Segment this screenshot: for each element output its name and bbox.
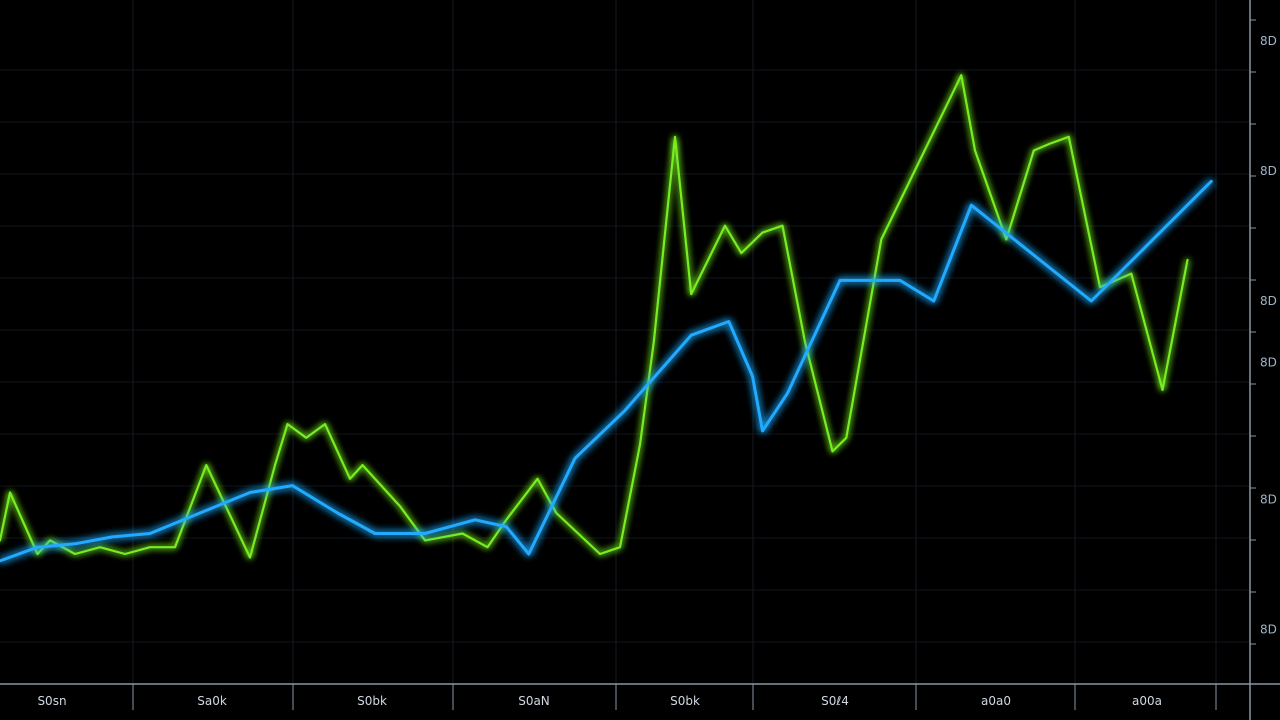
series-group bbox=[0, 74, 1213, 563]
y-tick-label: 8D bbox=[1260, 34, 1277, 48]
y-tick-label: 8D bbox=[1260, 622, 1277, 636]
x-tick-label: Sa0k bbox=[197, 694, 227, 708]
y-tick-label: 8D bbox=[1260, 356, 1277, 370]
x-tick-label: a00a bbox=[1132, 694, 1162, 708]
y-tick-label: 8D bbox=[1260, 294, 1277, 308]
x-tick-label: S0bk bbox=[357, 694, 387, 708]
x-tick-label: S0ℓ4 bbox=[821, 694, 849, 708]
x-axis-ticks: S0sn Sa0k S0bk S0aN S0bk S0ℓ4 a0a0 a00a bbox=[37, 694, 1162, 708]
x-tick-label: S0aN bbox=[518, 694, 550, 708]
y-tick-label: 8D bbox=[1260, 164, 1277, 178]
series-line-1 bbox=[0, 74, 1189, 559]
x-tick-label: S0bk bbox=[670, 694, 700, 708]
x-tick-label: a0a0 bbox=[981, 694, 1011, 708]
grid bbox=[0, 0, 1250, 684]
y-tick-label: 8D bbox=[1260, 492, 1277, 506]
x-tick-label: S0sn bbox=[37, 694, 66, 708]
y-axis-ticks: 8D 8D 8D 8D 8D 8D bbox=[1260, 34, 1277, 636]
series-line-2 bbox=[0, 179, 1213, 563]
